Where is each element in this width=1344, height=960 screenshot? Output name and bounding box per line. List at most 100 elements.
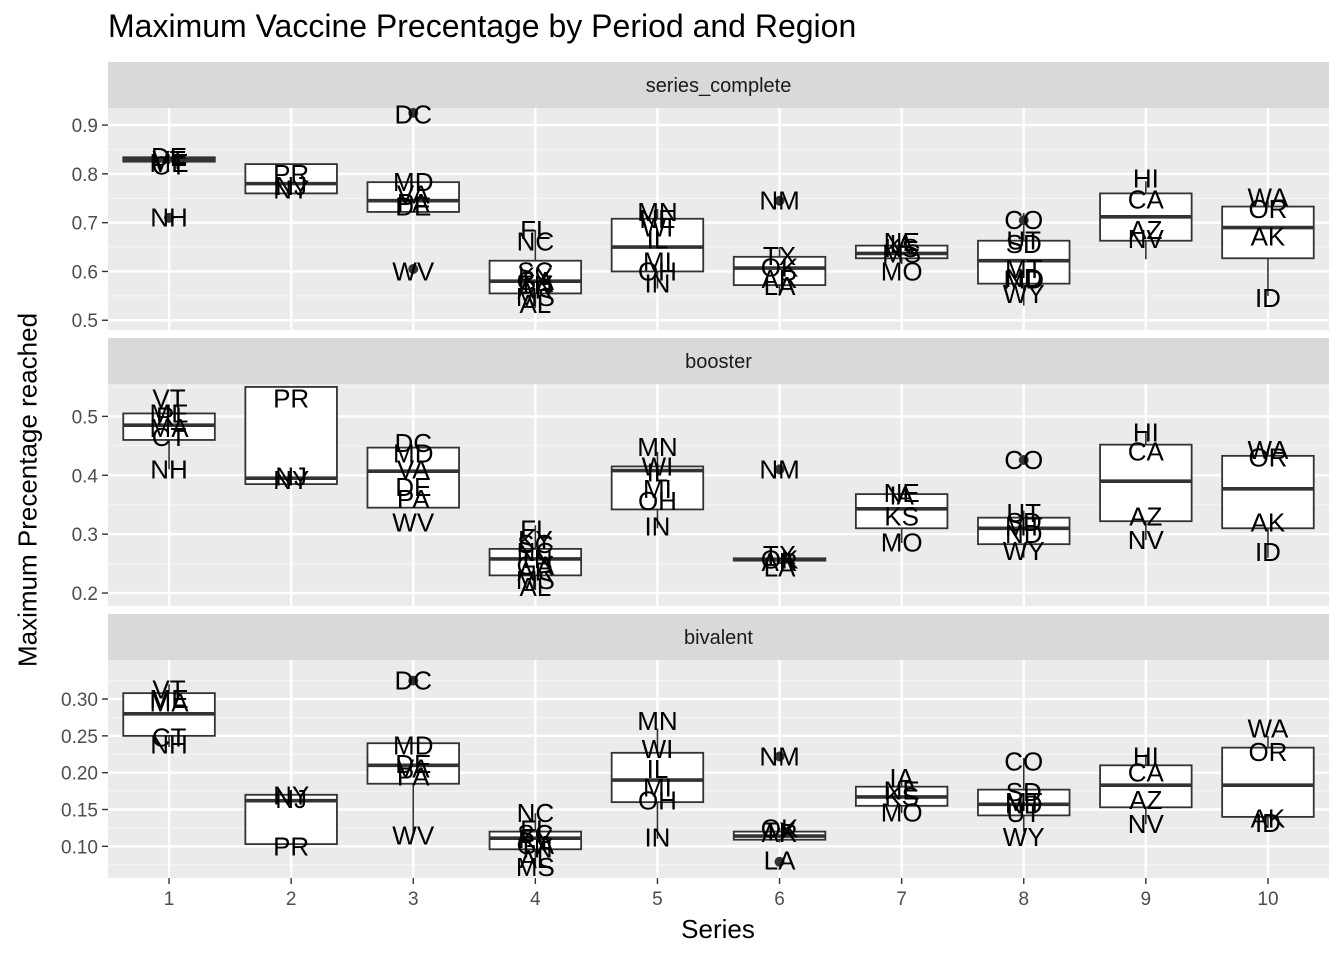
state-label: AK [1251,803,1286,833]
outlier-point [408,107,419,118]
state-label: WY [1003,279,1045,309]
state-label: IL [647,754,669,784]
x-tick-label: 8 [1018,889,1029,910]
state-label: IA [889,480,914,510]
state-label: DE [395,192,431,222]
state-label: AZ [1129,215,1162,245]
state-label: TX [763,817,796,847]
state-label: AL [519,572,551,602]
state-label: NY [273,781,309,811]
state-label: IN [644,822,670,852]
state-label: OK [761,253,799,283]
state-label: CA [1128,185,1165,215]
x-tick-label: 5 [652,889,663,910]
box [854,493,949,530]
state-label: DC [394,99,432,129]
state-label: DC [394,428,432,458]
state-label: MI [643,474,672,504]
state-label: CO [1004,445,1043,475]
x-tick-label: 9 [1141,889,1152,910]
outlier-point [774,751,785,762]
state-label: HI [1133,417,1159,447]
state-label: NV [1128,525,1165,555]
state-label: OK [761,544,799,574]
state-label: OH [638,486,677,516]
outlier-point [164,212,175,223]
state-label: ID [1255,808,1281,838]
state-label: TX [763,241,796,271]
state-label: AL [519,289,551,319]
state-label: NM [759,186,799,216]
state-label: MS [516,282,555,312]
state-label: KS [884,781,919,811]
state-label: NE [884,775,920,805]
state-label: AK [1251,507,1286,537]
state-label: WV [392,256,435,286]
state-label: GA [517,830,555,860]
state-label: PR [273,831,309,861]
x-tick-label: 4 [530,889,541,910]
facet-strip-label: series_complete [646,75,792,97]
state-label: AZ [1129,785,1162,815]
facet-strip [108,62,1329,108]
state-label: KY [518,824,553,854]
box [1221,205,1315,260]
state-label: WV [392,820,435,850]
facet-strip-label: booster [685,351,752,373]
y-tick-label: 0.8 [72,165,98,186]
state-label: SD [1006,507,1042,537]
state-label: NY [273,174,309,204]
state-label: AL [519,844,551,874]
state-label: LA [764,553,796,583]
state-label: MT [1005,787,1043,817]
y-tick-label: 0.4 [72,466,99,487]
state-label: AR [761,264,797,294]
state-label: ME [150,148,189,178]
x-tick-label: 6 [774,889,785,910]
state-label: TX [763,540,796,570]
state-label: CO [1004,747,1043,777]
state-label: SD [1006,229,1042,259]
state-label: WA [1247,435,1289,465]
state-label: IL [647,225,669,255]
box [244,163,338,195]
state-label: CT [152,722,187,752]
box [1221,746,1315,818]
box [977,788,1071,817]
state-label: ID [1255,283,1281,313]
state-label: IN [644,269,670,299]
state-label: VA [397,179,430,209]
state-label: MT [1005,254,1043,284]
state-label: HI [1133,164,1159,194]
box [366,446,460,509]
y-tick-label: 0.5 [72,407,98,428]
facet-strip [108,338,1329,384]
state-label: MO [881,256,923,286]
state-label: WI [642,451,674,481]
state-label: MN [637,706,677,736]
state-label: ND [1005,519,1043,549]
state-label: MA [150,413,190,443]
outlier-point [774,195,785,206]
facet-strip-label: bivalent [684,627,753,649]
box [366,181,460,213]
state-label: MS [516,565,555,595]
state-label: MT [1005,512,1043,542]
box [366,742,460,785]
state-label: DC [394,666,432,696]
outlier-point [774,464,785,475]
state-label: FL [520,215,550,245]
state-label: NM [759,454,799,484]
state-label: MD [1004,265,1044,295]
state-label: ME [150,684,189,714]
state-label: MS [882,238,921,268]
state-label: ND [1005,263,1043,293]
state-label: OR [1248,737,1287,767]
state-label: KS [884,233,919,263]
state-label: CA [1128,437,1165,467]
state-label: NH [150,454,188,484]
chart-title: Maximum Vaccine Precentage by Period and… [108,8,857,44]
state-label: AZ [1129,501,1162,531]
state-label: KY [518,525,553,555]
state-label: SD [1006,777,1042,807]
